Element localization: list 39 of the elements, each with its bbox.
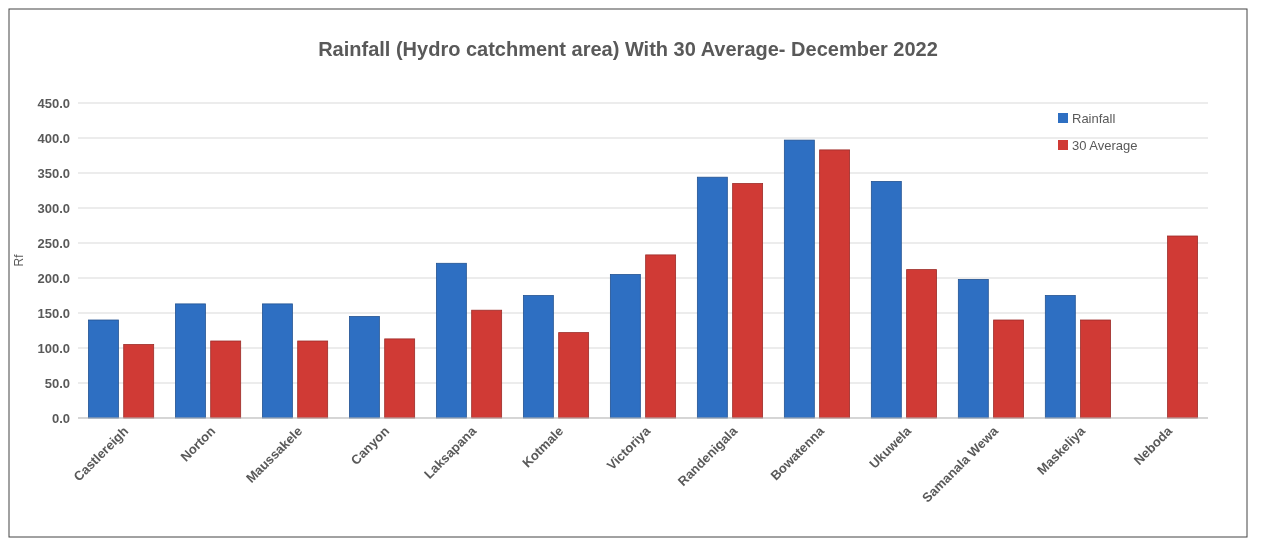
bar [732, 183, 764, 419]
bar [993, 319, 1024, 419]
y-tick-label: 250.0 [37, 235, 70, 251]
bar [471, 309, 503, 419]
bar [957, 279, 989, 419]
y-tick-label: 0.0 [51, 410, 70, 426]
y-tick-label: 200.0 [37, 270, 70, 286]
y-tick-label: 350.0 [37, 165, 70, 181]
bar [436, 262, 467, 419]
bar [645, 254, 677, 419]
bar [262, 303, 293, 419]
legend-label: Rainfall [1072, 110, 1116, 126]
chart-title: Rainfall (Hydro catchment area) With 30 Average- December 2022 [318, 38, 938, 60]
y-tick-label: 300.0 [37, 200, 70, 216]
bar [819, 149, 850, 419]
bar [297, 340, 329, 419]
bar [1044, 295, 1076, 419]
bar [175, 303, 206, 419]
y-tick-label: 450.0 [37, 95, 70, 111]
y-tick-label: 100.0 [37, 340, 70, 356]
bar [558, 332, 590, 419]
bar [609, 274, 641, 419]
bar [696, 176, 728, 419]
y-tick-label: 150.0 [37, 305, 70, 321]
bar [522, 295, 554, 419]
legend-label: 30 Average [1072, 137, 1138, 153]
y-axis-title: Rf [12, 253, 26, 267]
bar [1167, 235, 1198, 419]
bar [1080, 319, 1111, 419]
y-tick-label: 50.0 [44, 375, 70, 391]
bar [906, 269, 937, 419]
bar [123, 344, 155, 419]
bar [349, 316, 380, 419]
bar [783, 139, 815, 419]
y-tick-label: 400.0 [37, 130, 70, 146]
bar [88, 319, 119, 419]
bar [210, 340, 242, 419]
bar [870, 181, 902, 419]
bar [384, 338, 416, 419]
